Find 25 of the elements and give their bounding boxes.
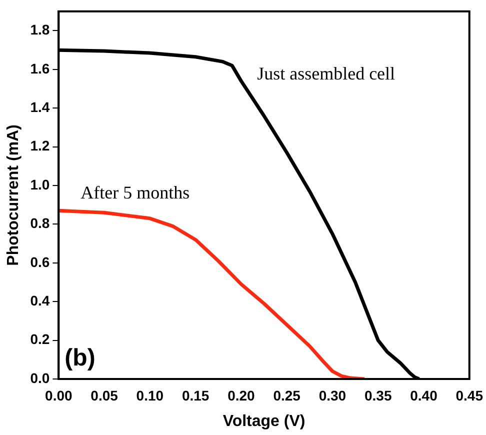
x-tick-label: 0.20 (228, 387, 256, 404)
y-tick-label: 1.2 (30, 138, 50, 154)
series-label: After 5 months (80, 182, 190, 202)
annotation: (b) (64, 344, 96, 372)
y-tick-label: 1.4 (30, 98, 50, 115)
y-tick-label: 0.4 (30, 292, 50, 308)
x-tick-label: 0.05 (90, 387, 118, 404)
x-tick-label: 0.30 (318, 387, 346, 404)
x-tick-label: 0.45 (456, 387, 484, 404)
series-label: Just assembled cell (257, 63, 396, 84)
y-tick-label: 1.0 (30, 176, 50, 192)
x-tick-label: 0.40 (410, 387, 438, 404)
x-axis-title: Voltage (V) (222, 412, 306, 430)
y-tick-label: 1.6 (30, 60, 50, 76)
y-tick-label: 0.2 (30, 331, 50, 348)
y-tick-label: 0.6 (30, 254, 50, 270)
x-tick-label: 0.10 (136, 387, 164, 404)
y-tick-label: 1.8 (30, 22, 50, 38)
x-tick-label: 0.15 (182, 387, 210, 404)
x-tick-label: 0.25 (273, 387, 301, 404)
y-tick-label: 0.8 (30, 215, 50, 232)
y-tick-label: 0.0 (30, 370, 50, 386)
x-tick-label: 0.00 (45, 387, 72, 404)
x-tick-label: 0.35 (364, 387, 392, 404)
y-axis-title: Photocurrent (mA) (5, 124, 22, 266)
